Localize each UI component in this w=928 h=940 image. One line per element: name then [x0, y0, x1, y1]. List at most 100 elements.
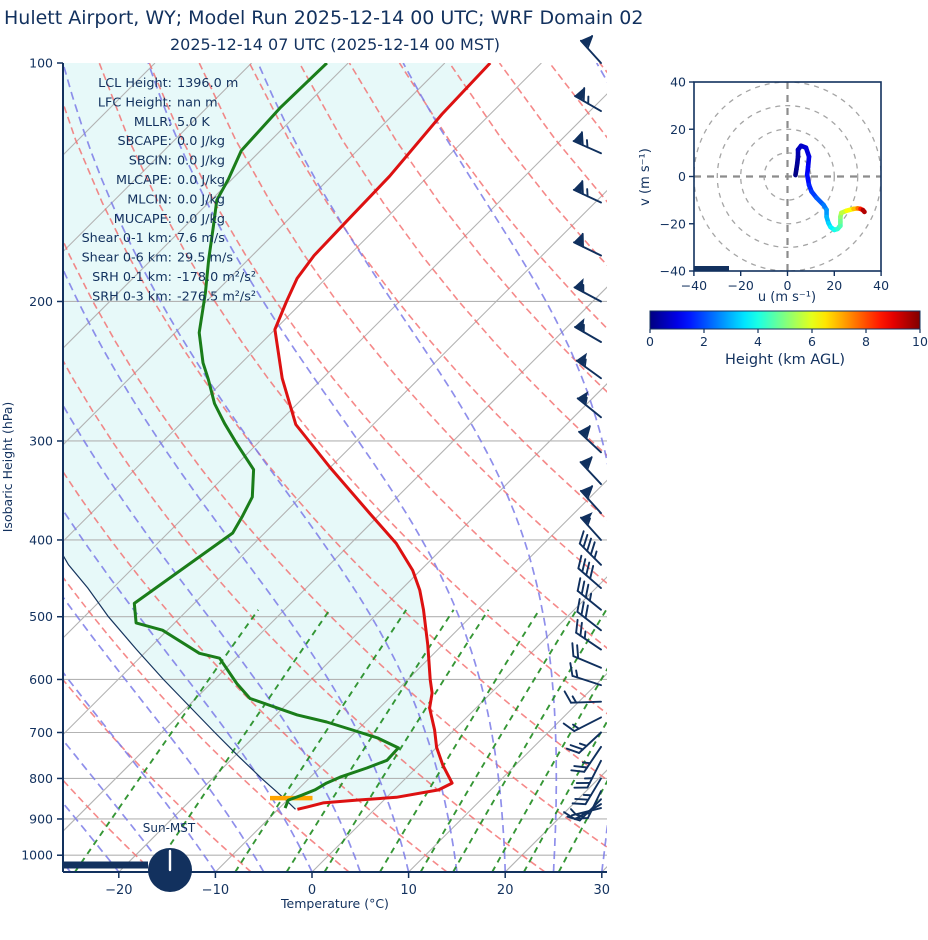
annotation-label: MLCIN: [127, 192, 172, 207]
annotation-label: MLCAPE: [116, 173, 172, 188]
wind-barb [575, 279, 601, 301]
annotation-label: Shear 0-6 km: [82, 251, 172, 266]
barb-stroke [580, 623, 581, 636]
hodo-u-tick-label: 20 [826, 278, 842, 293]
mixing-ratio-line [559, 610, 703, 872]
dry-adiabat-line [550, 63, 928, 872]
dry-adiabat-line [500, 63, 928, 872]
barb-stroke [585, 359, 586, 366]
wind-barb [574, 132, 601, 153]
height-colorbar: 0 2 4 6 8 10 [646, 311, 928, 349]
dry-adiabat-line [650, 63, 928, 872]
barb-stroke [573, 803, 586, 804]
hodo-v-tick-label: 0 [678, 169, 686, 184]
temperature-tick-label: 30 [594, 883, 611, 898]
dry-adiabat-line [800, 63, 928, 872]
colorbar-gradient [650, 311, 920, 329]
barb-pennant [574, 234, 582, 246]
colorbar-tick-label: 0 [646, 334, 654, 349]
wind-barb [581, 457, 601, 484]
barb-stroke [570, 663, 572, 676]
annotation-label: MUCAPE: [114, 212, 172, 227]
dry-adiabat-line [900, 63, 928, 872]
barb-stroke [581, 602, 583, 615]
barb-stroke [582, 581, 585, 594]
skewt-xlabel: Temperature (°C) [280, 896, 389, 911]
pressure-tick-label: 300 [29, 433, 53, 448]
annotation-label: LCL Height: [98, 76, 172, 91]
hodo-v-tick-label: −40 [660, 264, 686, 279]
pressure-tick-label: 600 [29, 672, 53, 687]
barb-stroke [571, 745, 583, 749]
pressure-tick-label: 500 [29, 609, 53, 624]
pressure-tick-label: 900 [29, 811, 53, 826]
barb-stroke [591, 542, 595, 554]
barb-pennant [575, 319, 584, 331]
annotation-value: 29.5 m/s [177, 251, 233, 266]
temperature-tick-label: −20 [105, 883, 132, 898]
pressure-tick-label: 200 [29, 294, 53, 309]
wind-barb [574, 181, 601, 202]
barb-stroke [585, 631, 586, 638]
barb-stroke [565, 691, 571, 702]
temperature-tick-label: −10 [202, 883, 229, 898]
hodo-u-tick-label: 40 [873, 278, 889, 293]
barb-stroke [590, 594, 591, 601]
annotation-value: 0.0 J/kg [177, 212, 225, 227]
annotation-value: nan m [177, 95, 218, 110]
barb-pennant [575, 279, 584, 291]
annotation-label: Shear 0-1 km: [82, 231, 172, 246]
hodo-u-tick-label: −40 [681, 278, 707, 293]
temperature-tick-label: 20 [497, 883, 514, 898]
barb-stroke [583, 535, 587, 547]
barb-stroke [574, 766, 587, 767]
surface-bar [63, 862, 148, 869]
hodo-u-tick-label: −20 [728, 278, 754, 293]
mixing-ratio-line [492, 610, 642, 872]
annotation-label: MLLR: [134, 115, 172, 130]
sun-clock-label: Sun-MST [143, 821, 196, 835]
wind-barb [581, 513, 601, 540]
annotation-label: SRH 0-1 km: [92, 270, 172, 285]
colorbar-tick-label: 2 [700, 334, 708, 349]
annotation-label: SRH 0-3 km: [92, 289, 172, 304]
wind-barb [575, 319, 601, 342]
moist-adiabat-line [747, 63, 928, 872]
annotation-value: 0.0 J/kg [177, 134, 225, 149]
annotation-value: -178.0 m²/s² [177, 270, 256, 285]
barb-stroke [571, 770, 584, 771]
barb-stroke [573, 696, 577, 702]
colorbar-tick-label: 4 [754, 334, 762, 349]
annotation-value: 5.0 K [177, 115, 210, 130]
annotation-value: 0.0 J/kg [177, 192, 225, 207]
pressure-tick-label: 1000 [21, 848, 53, 863]
barb-pennant [574, 181, 582, 193]
dry-adiabat-line [750, 63, 928, 872]
mixing-ratio-line [453, 610, 606, 872]
hodo-v-tick-label: −20 [660, 216, 686, 231]
barb-stroke [580, 531, 584, 543]
barb-stroke [575, 799, 588, 800]
hodo-v-tick-label: 20 [670, 122, 686, 137]
barb-stroke [590, 566, 593, 579]
annotation-value: 1396.0 m [177, 76, 238, 91]
skewt-subtitle: 2025-12-14 07 UTC (2025-12-14 00 MST) [170, 35, 500, 54]
barb-stroke [576, 670, 577, 677]
colorbar-tick-label: 8 [862, 334, 870, 349]
mixing-ratio-line [421, 610, 577, 872]
colorbar-label: Height (km AGL) [725, 352, 845, 368]
barb-stroke [585, 398, 586, 405]
annotation-value: -276.5 m²/s² [177, 289, 256, 304]
barb-stroke [572, 643, 573, 656]
pressure-tick-label: 700 [29, 725, 53, 740]
barb-stroke [577, 645, 578, 658]
colorbar-tick-label: 10 [912, 334, 928, 349]
figure-title: Hulett Airport, WY; Model Run 2025-12-14… [4, 7, 643, 29]
pressure-tick-label: 400 [29, 532, 53, 547]
hodograph-trace-segment [863, 210, 865, 212]
dry-adiabat-line [850, 63, 928, 872]
colorbar-tick-label: 6 [808, 334, 816, 349]
annotation-label: LFC Height: [98, 95, 172, 110]
skewt-ylabel: Isobaric Height (hPa) [0, 402, 15, 533]
